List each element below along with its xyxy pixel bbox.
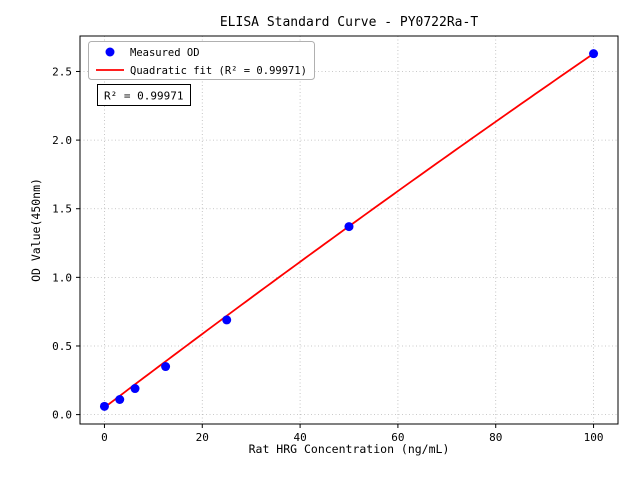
legend-box (88, 41, 315, 80)
data-point (99, 401, 109, 411)
data-point (115, 395, 125, 404)
x-tick-label: 80 (489, 431, 502, 444)
r-squared-annotation-text: R² = 0.99971 (104, 90, 183, 103)
grid (80, 36, 618, 424)
r-squared-annotation: R² = 0.99971 (97, 84, 191, 106)
x-tick-label: 40 (293, 431, 306, 444)
data-point (222, 315, 232, 325)
measured-od-points (99, 49, 599, 411)
data-point (589, 49, 599, 59)
y-tick-label: 2.0 (52, 134, 72, 147)
y-tick-label: 2.5 (52, 65, 72, 78)
data-point (344, 222, 354, 232)
y-tick-label: 0.0 (52, 409, 72, 422)
y-tick-label: 1.5 (52, 203, 72, 216)
x-tick-label: 60 (391, 431, 404, 444)
y-tick-label: 1.0 (52, 271, 72, 284)
chart-title: ELISA Standard Curve - PY0722Ra-T (220, 15, 478, 30)
legend-label-measured-od: Measured OD (130, 47, 200, 59)
x-tick-label: 0 (101, 431, 108, 444)
x-axis-label: Rat HRG Concentration (ng/mL) (249, 442, 450, 456)
data-point (161, 362, 171, 372)
plot-border (79, 35, 619, 425)
legend-label-fit-line: Quadratic fit (R² = 0.99971) (130, 65, 307, 77)
y-axis-label: OD Value(450nm) (29, 178, 43, 282)
x-tick-label: 20 (196, 431, 209, 444)
data-point (130, 384, 140, 394)
legend-marker-measured-od (105, 47, 115, 57)
legend: Measured OD Quadratic fit (R² = 0.99971) (88, 41, 315, 80)
x-tick-label: 100 (584, 431, 604, 444)
axis-ticks: 0 20 40 60 80 100 0.0 0.5 1.0 1.5 2.0 2.5 (52, 65, 603, 444)
r-squared-annotation-box (97, 84, 191, 106)
y-tick-label: 0.5 (52, 340, 72, 353)
